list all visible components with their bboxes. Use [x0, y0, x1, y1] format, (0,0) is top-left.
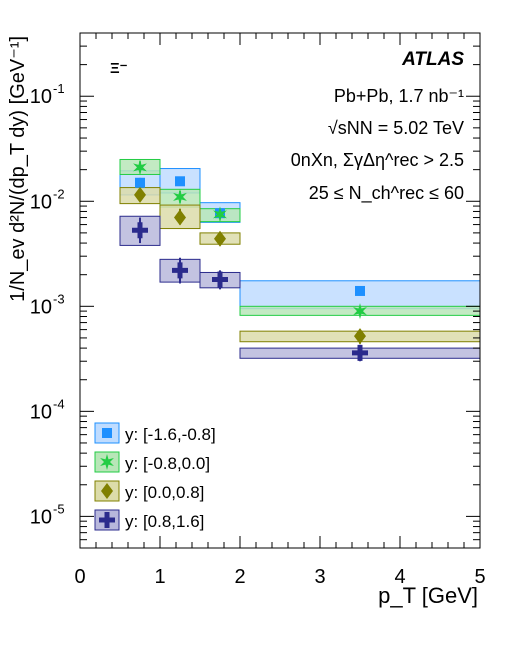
- data-point: [214, 230, 226, 247]
- plot-frame: [79, 32, 481, 549]
- y-tick-label: 10: [30, 191, 52, 213]
- legend-label: y: [0.0,0.8]: [125, 483, 204, 502]
- legend-marker: [101, 483, 113, 499]
- data-point: [212, 271, 228, 288]
- data-point: [354, 328, 366, 345]
- y-tick-exponent: -1: [53, 81, 65, 96]
- x-tick-label: 4: [394, 566, 405, 588]
- legend: y: [-1.6,-0.8] y: [-0.8,0.0] y: [0.0,0.8] y…: [94, 422, 216, 531]
- data-point: [173, 188, 187, 205]
- legend-label: y: [0.8,1.6]: [125, 512, 204, 531]
- experiment-label: ATLAS: [401, 49, 464, 70]
- y-tick-label: 10: [30, 86, 52, 108]
- y-tick-label: 10: [30, 401, 52, 423]
- data-point: [352, 344, 368, 361]
- energy-label: √sNN = 5.02 TeV: [328, 118, 464, 138]
- data-point: [175, 176, 185, 187]
- data-point: [133, 159, 147, 176]
- x-tick-label: 5: [474, 566, 485, 588]
- data-markers: [132, 159, 368, 362]
- data-point: [172, 262, 188, 279]
- y-tick-exponent: -5: [53, 501, 65, 516]
- x-tick-label: 3: [314, 566, 325, 588]
- data-point: [174, 209, 186, 226]
- legend-label: y: [-1.6,-0.8]: [125, 425, 216, 444]
- x-tick-label: 1: [154, 566, 165, 588]
- y-axis-label: 1/N_ev d²N/(dp_T dy) [GeV⁻¹]: [7, 36, 29, 302]
- data-point: [355, 285, 365, 296]
- data-point: [134, 186, 146, 203]
- x-tick-label: 2: [234, 566, 245, 588]
- x-tick-label: 0: [74, 566, 85, 588]
- legend-marker: [102, 428, 112, 438]
- y-tick-exponent: -3: [53, 291, 65, 306]
- data-point: [213, 206, 227, 223]
- data-point: [135, 177, 145, 188]
- y-tick-exponent: -4: [53, 396, 65, 411]
- data-point: [353, 303, 367, 320]
- legend-marker: [100, 454, 114, 470]
- centrality-label: 25 ≤ N_ch^rec ≤ 60: [309, 183, 464, 204]
- y-tick-exponent: -2: [53, 186, 65, 201]
- tick-labels: 0 1 2 3 4 510-110-210-310-410-5: [30, 81, 486, 588]
- selection-label: 0nXn, ΣγΔη^rec > 2.5: [291, 150, 464, 170]
- dataset-label: Pb+Pb, 1.7 nb⁻¹: [334, 86, 464, 106]
- y-tick-label: 10: [30, 296, 52, 318]
- x-axis-label: p_T [GeV]: [378, 583, 478, 608]
- data-point: [132, 222, 148, 239]
- particle-label: Ξ⁻: [110, 60, 128, 77]
- y-tick-label: 10: [30, 506, 52, 528]
- axis-ticks: [79, 32, 481, 548]
- legend-marker: [99, 512, 115, 528]
- legend-label: y: [-0.8,0.0]: [125, 454, 210, 473]
